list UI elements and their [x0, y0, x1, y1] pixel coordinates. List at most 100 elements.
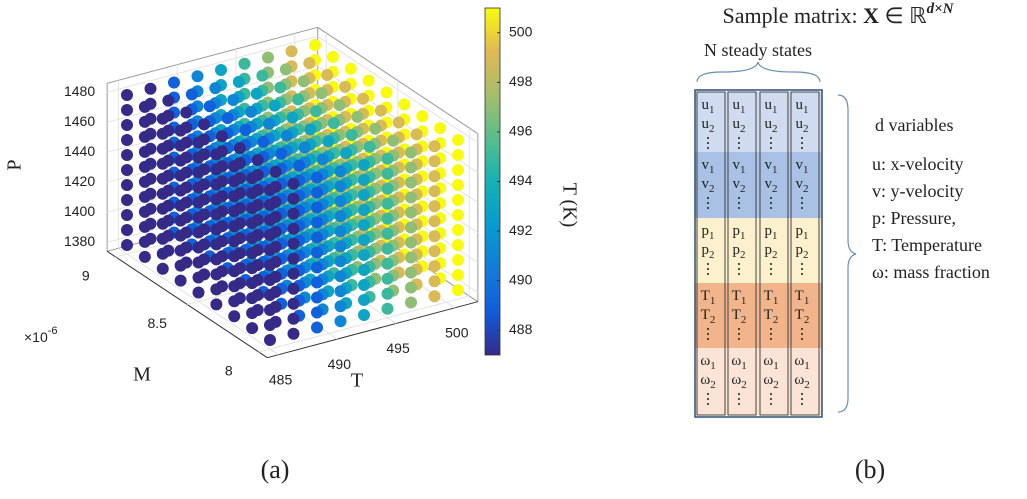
- title-symbol: X: [863, 3, 879, 28]
- point: [192, 211, 205, 224]
- point: [138, 145, 151, 158]
- cell-symbol: u: [765, 97, 773, 113]
- x-tick-label: 500: [445, 325, 469, 341]
- point: [311, 186, 323, 199]
- point: [262, 51, 274, 64]
- point: [174, 154, 187, 167]
- cell-subscript: 1: [804, 360, 810, 372]
- cell-subscript: 2: [772, 249, 778, 261]
- cell-symbol: T: [732, 307, 741, 323]
- point: [228, 235, 241, 248]
- point: [287, 252, 300, 265]
- point: [264, 184, 276, 196]
- point: [326, 50, 339, 63]
- cell-symbol: ω: [731, 372, 741, 388]
- point: [334, 180, 347, 193]
- point: [174, 184, 187, 197]
- cell-symbol: u: [702, 97, 710, 113]
- point: [358, 189, 370, 201]
- point: [363, 140, 376, 153]
- cell-entry: ω1: [763, 353, 778, 371]
- cell-subscript: 1: [804, 295, 810, 307]
- z-tick-label: 1480: [64, 83, 95, 99]
- cell-symbol: u: [733, 97, 741, 113]
- cell-dots: ⋮: [764, 135, 779, 151]
- cell-entry: ω1: [794, 353, 809, 371]
- grid-line: [107, 65, 318, 123]
- point: [138, 115, 151, 128]
- cell-entry: u2: [796, 116, 809, 134]
- point: [198, 118, 211, 131]
- point: [192, 196, 205, 209]
- colorbar-tick-label: 492: [509, 222, 533, 238]
- point: [452, 284, 464, 296]
- cell-dots: ⋮: [732, 135, 747, 151]
- point: [251, 154, 264, 166]
- point: [264, 199, 276, 211]
- point: [246, 247, 259, 260]
- z-tick-label: 1380: [64, 233, 95, 249]
- cell-dots: ⋮: [732, 261, 747, 277]
- point: [311, 216, 323, 229]
- cell-subscript: 1: [740, 230, 746, 242]
- point: [293, 159, 306, 172]
- point: [405, 251, 417, 264]
- z-tick-label: 1440: [64, 143, 95, 159]
- point: [192, 271, 205, 284]
- point: [428, 245, 441, 258]
- point: [264, 274, 276, 286]
- point: [246, 307, 259, 320]
- cell-dots: ⋮: [701, 261, 716, 277]
- point: [428, 290, 441, 303]
- point: [246, 277, 259, 290]
- point: [192, 286, 205, 299]
- point: [264, 229, 276, 241]
- cell-entry: u2: [702, 116, 715, 134]
- point: [334, 210, 347, 223]
- point: [428, 185, 441, 198]
- point: [369, 122, 382, 135]
- point: [358, 279, 370, 291]
- point: [174, 229, 187, 242]
- colorbar-tick-label: 488: [509, 321, 533, 337]
- cell-symbol: ω: [794, 353, 804, 369]
- point: [287, 327, 300, 340]
- point: [287, 267, 300, 280]
- point: [381, 152, 394, 165]
- cell-symbol: v: [733, 157, 741, 173]
- point: [279, 63, 292, 76]
- point: [264, 244, 276, 256]
- cell-subscript: 1: [773, 295, 779, 307]
- point: [269, 165, 282, 178]
- colorbar-tick-label: 496: [509, 123, 533, 139]
- point: [156, 232, 169, 245]
- point: [121, 179, 133, 191]
- point: [228, 175, 241, 188]
- block-band: [695, 218, 822, 283]
- point: [264, 319, 276, 331]
- cell-entry: p1: [796, 223, 809, 241]
- cell-symbol: u: [796, 116, 804, 132]
- point: [381, 212, 394, 225]
- point: [246, 262, 259, 275]
- cell-subscript: 1: [710, 295, 716, 307]
- cell-symbol: ω: [700, 353, 710, 369]
- cell-dots: ⋮: [764, 326, 779, 342]
- legend-entry: p: Pressure,: [872, 208, 956, 228]
- cell-symbol: v: [765, 157, 773, 173]
- cell-subscript: 2: [803, 249, 809, 261]
- point: [138, 250, 151, 263]
- cell-symbol: u: [702, 116, 710, 132]
- point: [228, 205, 241, 218]
- point: [298, 141, 311, 154]
- point: [381, 167, 394, 180]
- point: [264, 289, 276, 301]
- point: [358, 309, 370, 321]
- diagram-title: Sample matrix: X ∈ ℝd×N: [723, 1, 955, 28]
- point: [121, 239, 133, 251]
- point: [156, 127, 169, 140]
- cell-entry: ω2: [763, 372, 778, 390]
- colorbar-label: T (K): [558, 183, 580, 228]
- colorbar-tick-label: 498: [509, 73, 533, 89]
- point: [233, 142, 246, 155]
